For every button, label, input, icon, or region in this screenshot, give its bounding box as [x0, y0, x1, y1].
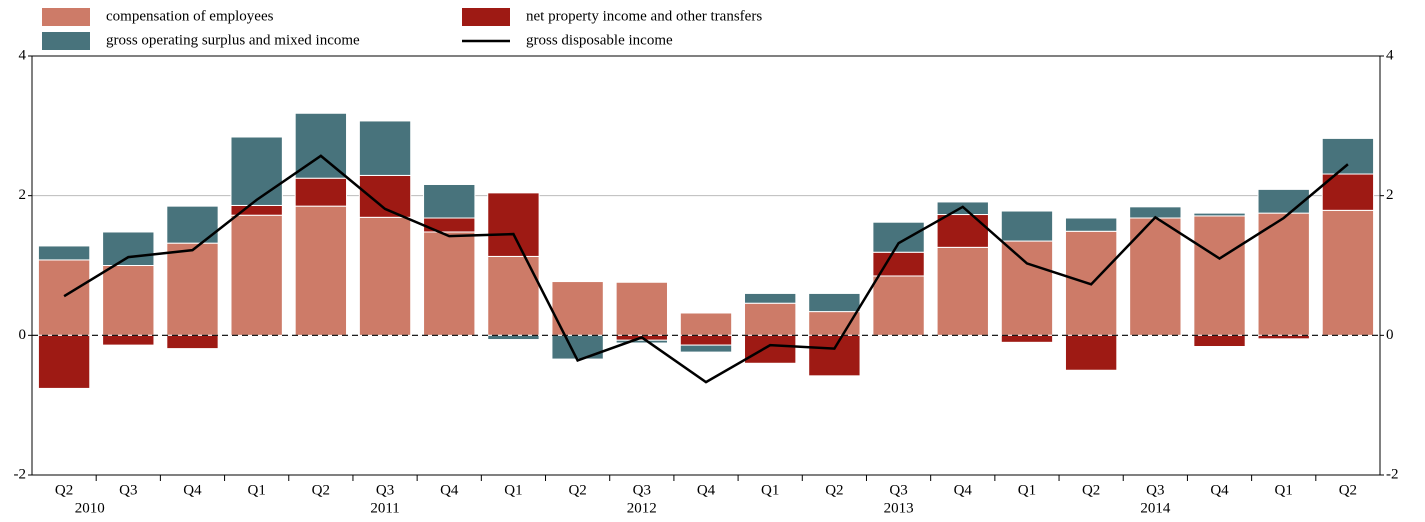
x-tick-label: Q1 — [1275, 482, 1293, 498]
bar — [37, 334, 91, 389]
x-tick-label: Q1 — [504, 482, 522, 498]
bar — [1000, 210, 1054, 242]
x-tick-label: Q3 — [119, 482, 137, 498]
bar — [679, 344, 733, 353]
y-tick-label: 2 — [19, 187, 27, 203]
legend-label: gross disposable income — [526, 32, 673, 48]
bar — [487, 334, 540, 341]
bar — [1193, 334, 1246, 348]
y-tick-label-right: 2 — [1386, 187, 1394, 203]
year-label: 2010 — [75, 500, 105, 516]
y-tick-label: 4 — [19, 47, 27, 63]
bar — [808, 334, 861, 377]
legend-swatch — [42, 32, 90, 50]
bar — [423, 183, 476, 219]
y-tick-label-right: 0 — [1386, 327, 1394, 343]
x-tick-label: Q2 — [568, 482, 586, 498]
bar — [37, 259, 91, 336]
bar — [615, 339, 668, 344]
bar — [872, 221, 925, 253]
bar — [358, 174, 412, 218]
x-tick-label: Q2 — [312, 482, 330, 498]
bar — [230, 214, 283, 336]
bar — [1257, 188, 1310, 214]
bar — [166, 242, 219, 336]
x-tick-label: Q4 — [183, 482, 202, 498]
bar — [1193, 215, 1246, 336]
legend-swatch — [42, 8, 90, 26]
legend-swatch — [462, 8, 510, 26]
year-label: 2011 — [370, 500, 399, 516]
bar — [936, 246, 989, 336]
bar — [1064, 217, 1118, 232]
y-tick-label-right: -2 — [1386, 466, 1399, 482]
bar — [808, 311, 861, 336]
year-label: 2013 — [884, 500, 914, 516]
bar — [615, 281, 668, 336]
bar — [487, 192, 540, 257]
x-tick-label: Q2 — [55, 482, 73, 498]
bar — [1257, 212, 1310, 336]
bar — [1321, 137, 1375, 175]
bar — [358, 216, 412, 336]
y-tick-label: 0 — [19, 327, 27, 343]
bar — [1000, 240, 1054, 336]
bar — [230, 136, 283, 206]
bar — [808, 292, 861, 313]
x-tick-label: Q2 — [1082, 482, 1100, 498]
bar — [1064, 334, 1118, 371]
bar — [551, 334, 604, 360]
x-tick-label: Q3 — [376, 482, 394, 498]
x-tick-label: Q1 — [247, 482, 265, 498]
bar — [679, 312, 733, 336]
y-tick-label-right: 4 — [1386, 47, 1394, 63]
bar — [1193, 212, 1246, 217]
bar — [1321, 209, 1375, 336]
bar — [936, 214, 989, 248]
bar — [102, 334, 155, 346]
x-tick-label: Q4 — [1210, 482, 1229, 498]
bar — [423, 231, 476, 336]
x-tick-label: Q4 — [954, 482, 973, 498]
legend-label: gross operating surplus and mixed income — [106, 32, 360, 48]
x-tick-label: Q1 — [1018, 482, 1036, 498]
bar — [294, 205, 348, 336]
x-tick-label: Q2 — [1339, 482, 1357, 498]
bar — [166, 334, 219, 350]
bar — [102, 231, 155, 266]
bar — [358, 120, 412, 176]
plot-frame — [31, 55, 1381, 476]
legend-label: compensation of employees — [106, 8, 274, 24]
x-tick-label: Q4 — [697, 482, 716, 498]
bar — [1129, 217, 1182, 336]
x-tick-label: Q3 — [889, 482, 907, 498]
y-tick-label: -2 — [14, 466, 27, 482]
x-tick-label: Q2 — [825, 482, 843, 498]
bar — [744, 292, 797, 304]
bar — [1000, 334, 1054, 343]
year-label: 2014 — [1140, 500, 1171, 516]
bar — [679, 334, 733, 346]
bar — [744, 302, 797, 336]
x-tick-label: Q3 — [633, 482, 651, 498]
x-tick-label: Q4 — [440, 482, 459, 498]
legend-label: net property income and other transfers — [526, 8, 762, 24]
bar — [102, 265, 155, 336]
bar — [294, 177, 348, 207]
year-label: 2012 — [627, 500, 657, 516]
bar — [744, 334, 797, 364]
x-tick-label: Q1 — [761, 482, 779, 498]
bar — [37, 245, 91, 261]
line — [63, 154, 1349, 384]
bar — [872, 275, 925, 336]
x-tick-label: Q3 — [1146, 482, 1164, 498]
